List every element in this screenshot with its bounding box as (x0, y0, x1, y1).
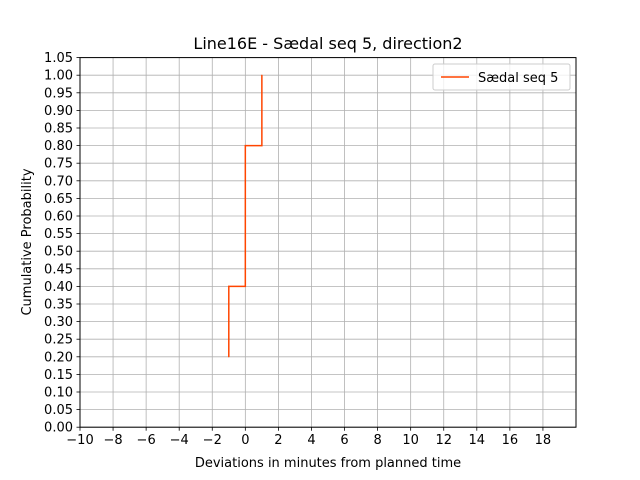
x-tick-label: −8 (103, 433, 122, 448)
x-tick-label: −4 (170, 433, 189, 448)
x-tick-label: 10 (402, 433, 419, 448)
y-tick-label: 0.90 (44, 104, 73, 119)
y-tick-label: 0.40 (44, 280, 73, 295)
x-tick-label: −2 (203, 433, 222, 448)
data-point (244, 145, 246, 147)
x-tick-label: −6 (137, 433, 156, 448)
x-tick-label: −10 (66, 433, 93, 448)
y-tick-label: 0.00 (44, 421, 73, 436)
x-axis-label: Deviations in minutes from planned time (195, 456, 461, 471)
y-tick-label: 0.50 (44, 245, 73, 260)
x-tick-label: 6 (340, 433, 348, 448)
x-tick-label: 14 (469, 433, 486, 448)
y-tick-label: 1.00 (44, 69, 73, 84)
series-line (228, 75, 263, 357)
y-tick-label: 0.30 (44, 315, 73, 330)
data-point (261, 145, 263, 147)
data-point (228, 356, 230, 358)
y-tick-label: 0.10 (44, 386, 73, 401)
x-axis: −10 −8 −6 −4 −2 0 2 4 6 8 10 12 14 16 18 (66, 427, 551, 448)
x-tick-label: 12 (435, 433, 452, 448)
x-tick-label: 2 (274, 433, 282, 448)
y-tick-label: 0.70 (44, 174, 73, 189)
x-tick-label: 8 (373, 433, 381, 448)
chart-title: Line16E - Sædal seq 5, direction2 (193, 34, 462, 53)
y-tick-label: 0.20 (44, 350, 73, 365)
data-point (261, 74, 263, 76)
y-tick-label: 0.65 (44, 192, 73, 207)
y-tick-label: 0.85 (44, 122, 73, 137)
legend: Sædal seq 5 (432, 63, 571, 91)
legend-box (432, 63, 571, 91)
y-axis-label: Cumulative Probability (20, 168, 35, 315)
y-tick-label: 0.45 (44, 262, 73, 277)
x-tick-label: 4 (307, 433, 315, 448)
legend-label: Sædal seq 5 (478, 71, 558, 86)
y-tick-label: 0.35 (44, 298, 73, 313)
y-axis: 0.00 0.05 0.10 0.15 0.20 0.25 0.30 0.35 0.40 0.45… (44, 51, 80, 436)
y-tick-label: 0.05 (44, 403, 73, 418)
y-tick-label: 1.05 (44, 51, 73, 66)
data-point (228, 285, 230, 287)
y-tick-label: 0.60 (44, 210, 73, 225)
y-tick-label: 0.95 (44, 86, 73, 101)
plot-frame (79, 57, 577, 428)
data-point (244, 285, 246, 287)
y-tick-label: 0.80 (44, 139, 73, 154)
x-tick-label: 0 (241, 433, 249, 448)
y-tick-label: 0.25 (44, 333, 73, 348)
x-tick-label: 18 (535, 433, 552, 448)
y-tick-label: 0.75 (44, 157, 73, 172)
series-group (228, 74, 263, 358)
y-tick-label: 0.15 (44, 368, 73, 383)
x-tick-label: 16 (502, 433, 519, 448)
y-tick-label: 0.55 (44, 227, 73, 242)
